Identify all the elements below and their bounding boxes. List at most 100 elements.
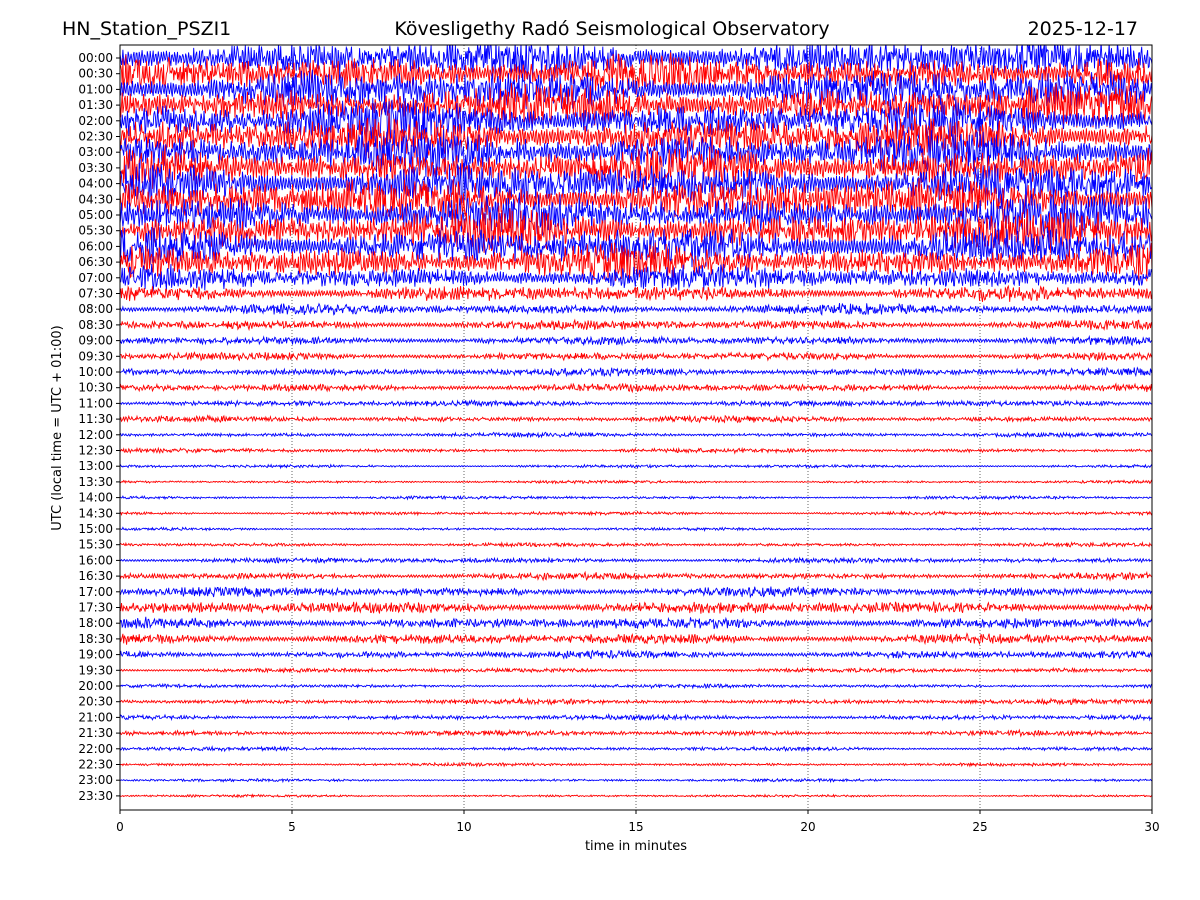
seismogram-trace <box>120 414 1152 424</box>
y-tick-label: 09:30 <box>78 349 113 363</box>
y-tick-label: 04:00 <box>78 177 113 191</box>
y-tick-label: 14:30 <box>78 506 113 520</box>
y-tick-label: 16:00 <box>78 553 113 567</box>
seismogram-trace <box>120 284 1152 302</box>
y-tick-label: 18:30 <box>78 632 113 646</box>
seismogram-trace <box>120 463 1152 470</box>
y-tick-label: 15:30 <box>78 538 113 552</box>
x-tick-label: 0 <box>116 820 124 834</box>
seismogram-trace <box>120 242 1152 282</box>
seismogram-traces <box>120 45 1152 799</box>
seismogram-trace <box>120 570 1152 582</box>
x-tick-label: 20 <box>800 820 815 834</box>
y-axis-label: UTC (local time = UTC + 01:00) <box>50 325 65 530</box>
x-tick-label: 5 <box>288 820 296 834</box>
seismogram-trace <box>120 82 1152 129</box>
y-tick-label: 10:30 <box>78 381 113 395</box>
y-tick-label: 17:00 <box>78 585 113 599</box>
y-tick-label: 06:00 <box>78 239 113 253</box>
y-tick-label: 09:00 <box>78 334 113 348</box>
seismogram-trace <box>120 113 1152 159</box>
seismogram-trace <box>120 334 1152 347</box>
seismogram-trace <box>120 666 1152 675</box>
y-tick-label: 21:00 <box>78 710 113 724</box>
y-tick-label: 23:30 <box>78 789 113 803</box>
seismogram-trace <box>120 430 1152 439</box>
y-tick-label: 20:00 <box>78 679 113 693</box>
seismogram-trace <box>120 351 1152 362</box>
y-tick-label: 19:00 <box>78 648 113 662</box>
y-tick-label: 22:30 <box>78 758 113 772</box>
y-tick-label: 12:30 <box>78 444 113 458</box>
x-axis-label: time in minutes <box>585 839 687 854</box>
seismogram-trace <box>120 556 1152 565</box>
seismogram-trace <box>120 601 1152 615</box>
seismogram-trace <box>120 129 1152 178</box>
chart-date: 2025-12-17 <box>1028 18 1138 40</box>
seismogram-trace <box>120 52 1152 95</box>
seismogram-trace <box>120 382 1152 394</box>
y-tick-label: 10:00 <box>78 365 113 379</box>
seismogram-trace <box>120 696 1152 706</box>
seismogram-trace <box>120 177 1152 221</box>
y-tick-label: 19:30 <box>78 663 113 677</box>
y-tick-label: 03:30 <box>78 161 113 175</box>
seismogram-trace <box>120 69 1152 110</box>
seismogram-trace <box>120 399 1152 408</box>
chart-title: Kövesligethy Radó Seismological Observat… <box>394 18 829 40</box>
x-tick-label: 30 <box>1144 820 1159 834</box>
y-tick-label: 00:00 <box>78 51 113 65</box>
y-tick-label: 14:00 <box>78 491 113 505</box>
seismogram-trace <box>120 777 1152 784</box>
seismogram-trace <box>120 192 1152 241</box>
y-tick-label: 05:30 <box>78 224 113 238</box>
y-tick-label: 13:00 <box>78 459 113 473</box>
y-tick-label: 11:30 <box>78 412 113 426</box>
y-tick-label: 18:00 <box>78 616 113 630</box>
seismogram-trace <box>120 302 1152 317</box>
y-tick-label: 03:00 <box>78 145 113 159</box>
seismogram-trace <box>120 97 1152 143</box>
seismogram-trace <box>120 632 1152 646</box>
seismogram-trace <box>120 145 1152 191</box>
seismogram-trace <box>120 585 1152 599</box>
seismogram-trace <box>120 541 1152 549</box>
seismogram-trace <box>120 226 1152 268</box>
y-tick-label: 21:30 <box>78 726 113 740</box>
x-tick-label: 25 <box>972 820 987 834</box>
y-tick-label: 02:30 <box>78 130 113 144</box>
seismogram-trace <box>120 712 1152 722</box>
y-tick-label: 08:00 <box>78 302 113 316</box>
y-tick-label: 11:00 <box>78 396 113 410</box>
y-tick-label: 17:30 <box>78 601 113 615</box>
y-tick-label: 20:30 <box>78 695 113 709</box>
y-tick-label: 02:00 <box>78 114 113 128</box>
x-axis-ticks: 0 5 10 15 20 25 30 <box>116 810 1160 834</box>
seismogram-trace <box>120 616 1152 630</box>
seismogram-trace <box>120 479 1152 485</box>
y-tick-label: 07:30 <box>78 287 113 301</box>
y-tick-label: 01:00 <box>78 82 113 96</box>
y-tick-label: 06:30 <box>78 255 113 269</box>
seismogram-trace <box>120 761 1152 768</box>
y-tick-label: 16:30 <box>78 569 113 583</box>
y-tick-label: 22:00 <box>78 742 113 756</box>
y-tick-label: 00:30 <box>78 67 113 81</box>
seismogram-trace <box>120 263 1152 292</box>
seismogram-trace <box>120 366 1152 378</box>
y-tick-label: 01:30 <box>78 98 113 112</box>
y-tick-label: 07:00 <box>78 271 113 285</box>
seismogram-trace <box>120 793 1152 799</box>
seismogram-trace <box>120 510 1152 517</box>
seismogram-trace <box>120 648 1152 660</box>
seismogram-trace <box>120 526 1152 532</box>
y-tick-label: 12:00 <box>78 428 113 442</box>
seismogram-trace <box>120 682 1152 690</box>
x-tick-label: 10 <box>456 820 471 834</box>
x-tick-label: 15 <box>628 820 643 834</box>
seismogram-trace <box>120 446 1152 455</box>
seismogram-trace <box>120 45 1152 80</box>
seismogram-trace <box>120 728 1152 738</box>
